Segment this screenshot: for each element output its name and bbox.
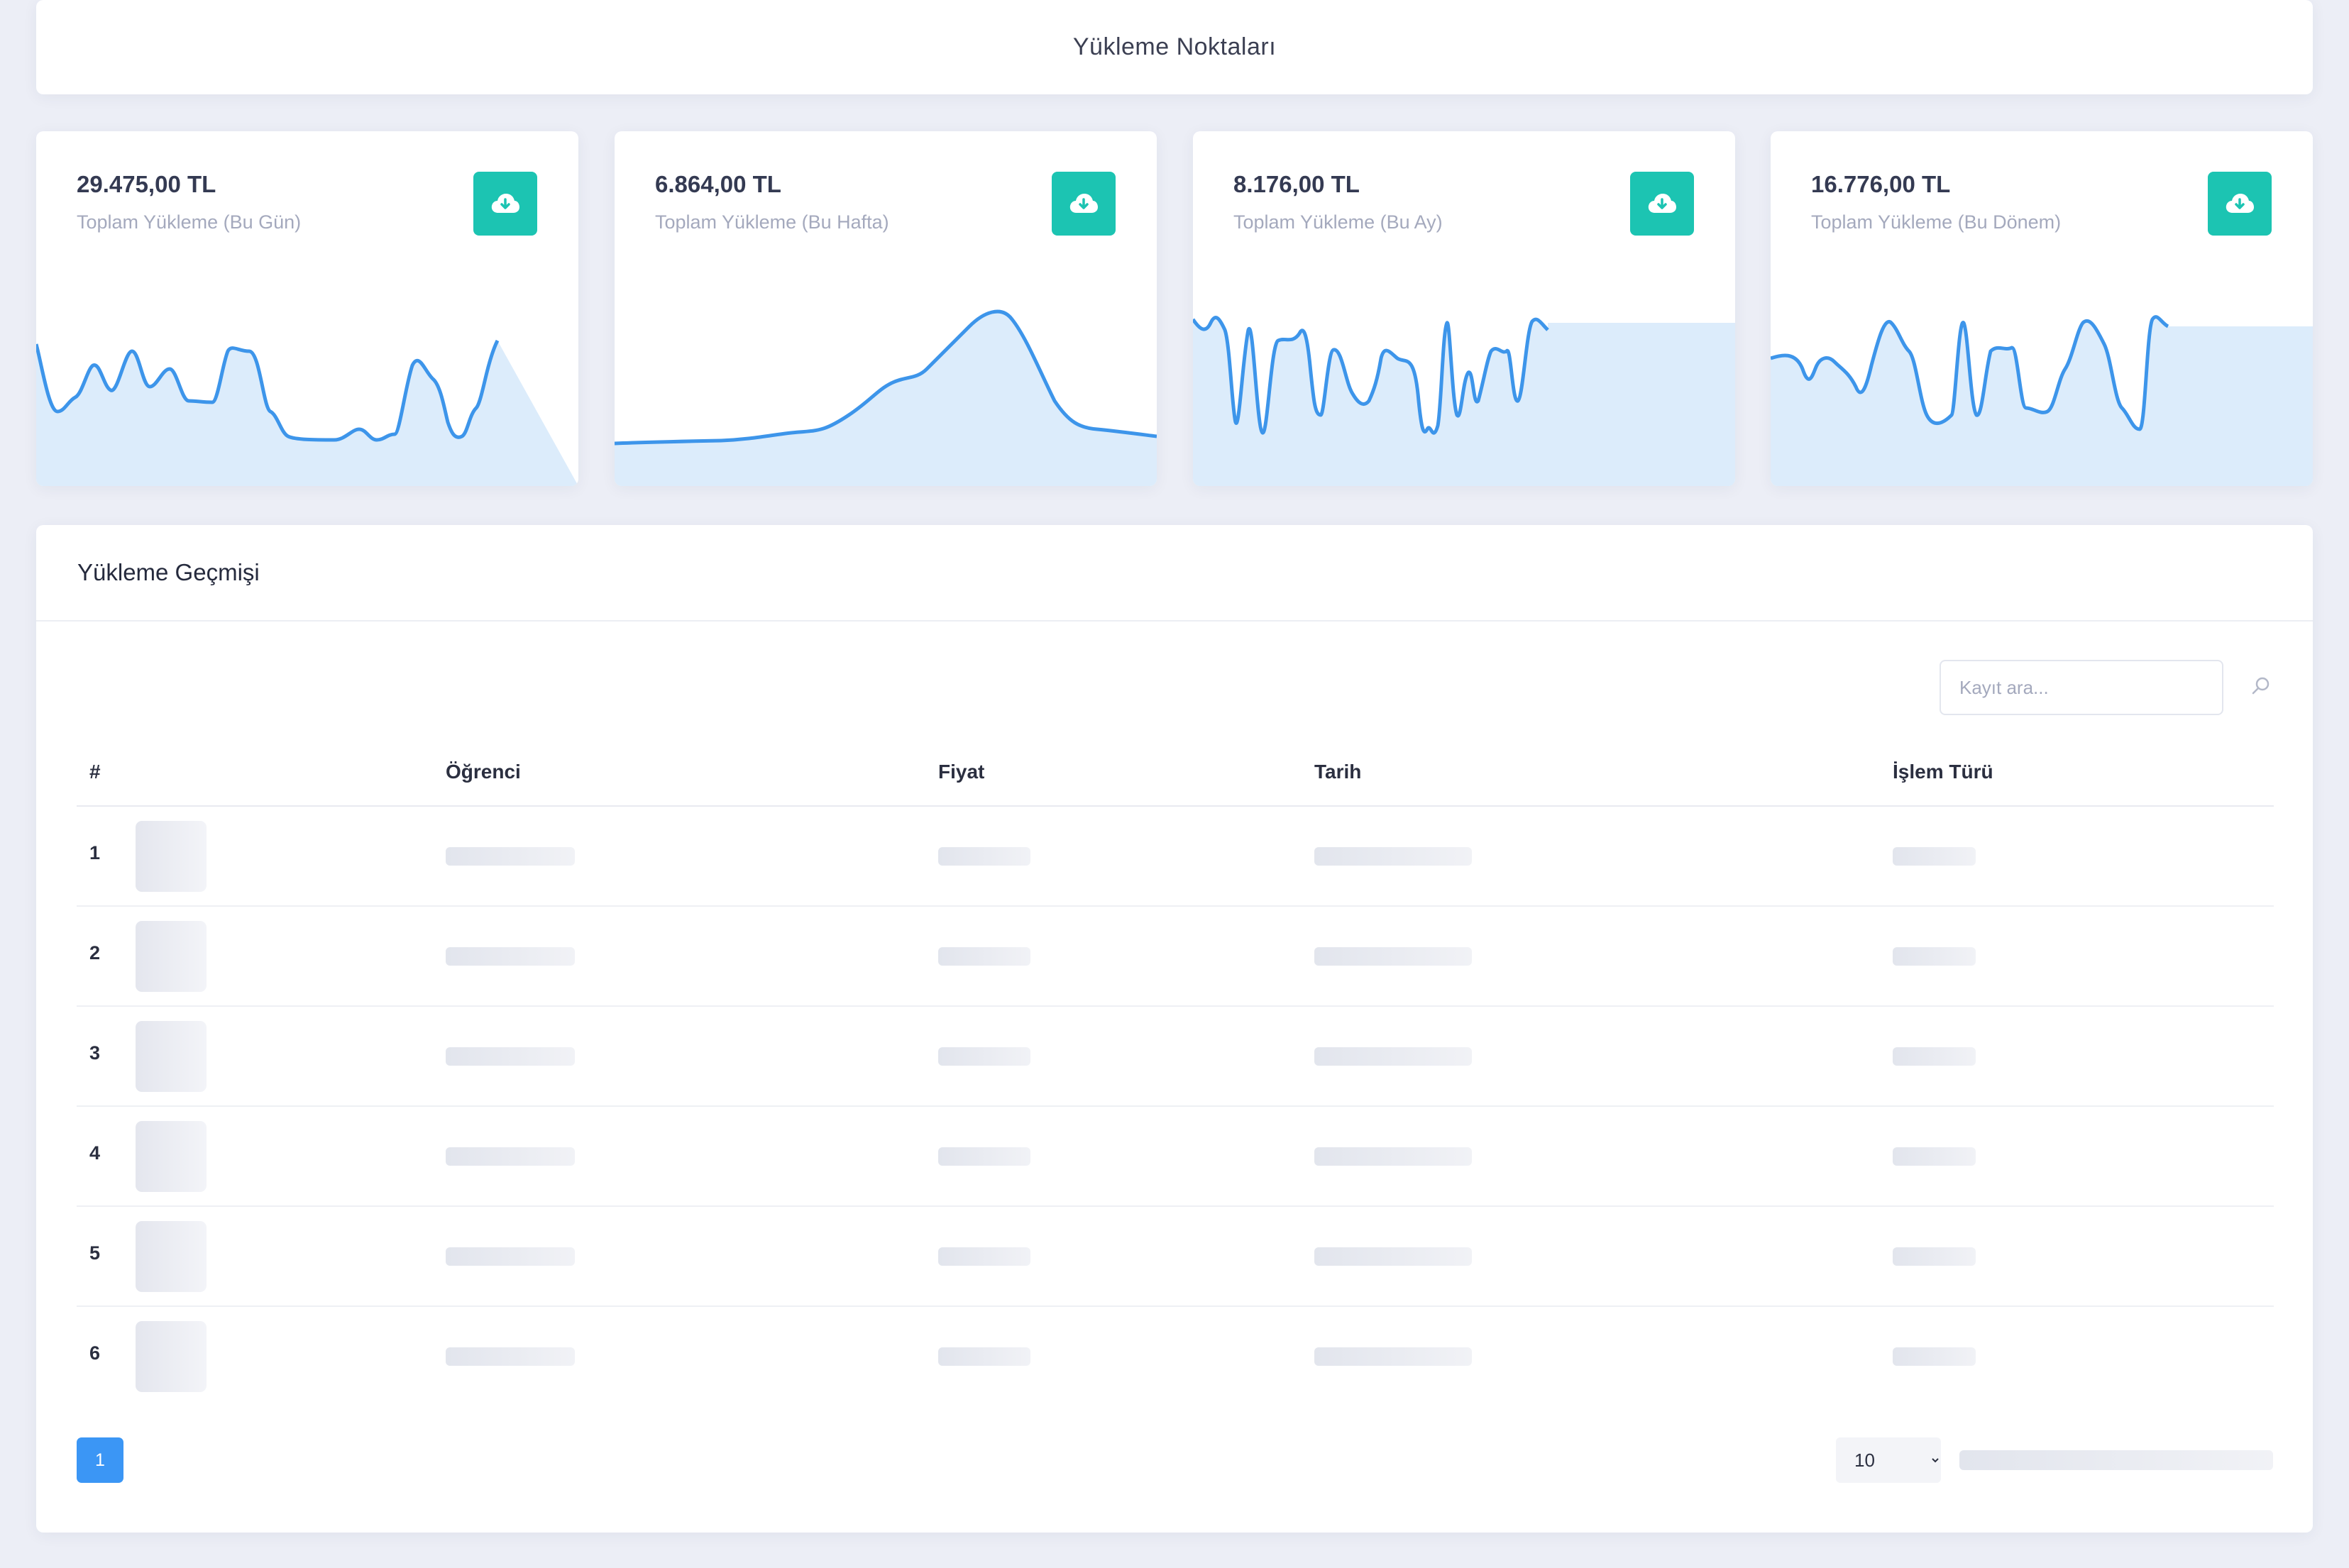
stat-value: 8.176,00 TL <box>1233 171 1360 197</box>
page-header: Yükleme Noktaları <box>36 0 2313 94</box>
stat-value: 29.475,00 TL <box>77 171 216 197</box>
student-skeleton <box>446 846 575 866</box>
stat-card-term: 16.776,00 TL Toplam Yükleme (Bu Dönem) <box>1771 131 2313 486</box>
page-title: Yükleme Noktaları <box>1072 33 1277 60</box>
price-skeleton <box>938 1047 1030 1066</box>
column-header-index[interactable]: # <box>77 738 446 807</box>
avatar-placeholder <box>136 1321 207 1392</box>
stat-card-today: 29.475,00 TL Toplam Yükleme (Bu Gün) <box>36 131 578 486</box>
history-card-header: Yükleme Geçmişi <box>36 525 2313 622</box>
table-row[interactable]: 3 <box>77 1006 2274 1107</box>
sparkline-chart <box>36 339 578 486</box>
date-skeleton <box>1314 846 1472 866</box>
student-skeleton <box>446 1147 575 1166</box>
stat-label: Toplam Yükleme (Bu Dönem) <box>1811 211 2062 233</box>
student-skeleton <box>446 1347 575 1366</box>
column-header-price[interactable]: Fiyat <box>938 738 1314 807</box>
row-number: 4 <box>89 1142 101 1164</box>
pagination-info-skeleton <box>1959 1450 2273 1470</box>
search-bar <box>1940 660 2272 715</box>
sparkline-chart <box>1771 315 2313 486</box>
stat-card-month: 8.176,00 TL Toplam Yükleme (Bu Ay) <box>1193 131 1735 486</box>
row-number: 1 <box>89 841 101 863</box>
page-size-select[interactable]: 10 <box>1836 1437 1941 1483</box>
stat-label: Toplam Yükleme (Bu Ay) <box>1233 211 1443 233</box>
student-skeleton <box>446 1047 575 1066</box>
price-skeleton <box>938 1347 1030 1366</box>
type-skeleton <box>1893 846 1976 866</box>
table-header-row: # Öğrenci Fiyat Tarih İşlem Türü <box>77 738 2274 807</box>
type-skeleton <box>1893 1347 1976 1366</box>
date-skeleton <box>1314 1247 1472 1266</box>
table-row[interactable]: 6 <box>77 1306 2274 1406</box>
cloud-download-icon[interactable] <box>2208 172 2272 236</box>
column-header-transaction-type[interactable]: İşlem Türü <box>1893 738 2274 807</box>
search-icon[interactable] <box>2250 675 2272 700</box>
avatar-placeholder <box>136 820 207 892</box>
table-row[interactable]: 4 <box>77 1106 2274 1207</box>
cloud-download-icon[interactable] <box>1052 172 1116 236</box>
price-skeleton <box>938 1147 1030 1166</box>
price-skeleton <box>938 1247 1030 1266</box>
row-number: 3 <box>89 1042 101 1064</box>
pagination-page-button[interactable]: 1 <box>77 1437 123 1483</box>
column-header-student[interactable]: Öğrenci <box>446 738 938 807</box>
cloud-download-icon[interactable] <box>473 172 537 236</box>
date-skeleton <box>1314 1347 1472 1366</box>
stat-label: Toplam Yükleme (Bu Gün) <box>77 211 302 233</box>
date-skeleton <box>1314 946 1472 966</box>
sparkline-chart <box>615 309 1157 486</box>
date-skeleton <box>1314 1047 1472 1066</box>
table-row[interactable]: 2 <box>77 906 2274 1007</box>
history-table: # Öğrenci Fiyat Tarih İşlem Türü 1 2 <box>77 738 2274 1406</box>
table-row[interactable]: 5 <box>77 1206 2274 1307</box>
date-skeleton <box>1314 1147 1472 1166</box>
type-skeleton <box>1893 946 1976 966</box>
table-row[interactable]: 1 <box>77 806 2274 907</box>
row-number: 5 <box>89 1242 101 1264</box>
price-skeleton <box>938 846 1030 866</box>
student-skeleton <box>446 946 575 966</box>
stat-card-week: 6.864,00 TL Toplam Yükleme (Bu Hafta) <box>615 131 1157 486</box>
search-input[interactable] <box>1940 660 2223 715</box>
avatar-placeholder <box>136 1220 207 1292</box>
avatar-placeholder <box>136 920 207 992</box>
avatar-placeholder <box>136 1020 207 1092</box>
stat-value: 6.864,00 TL <box>655 171 781 197</box>
row-number: 2 <box>89 942 101 964</box>
type-skeleton <box>1893 1247 1976 1266</box>
student-skeleton <box>446 1247 575 1266</box>
type-skeleton <box>1893 1047 1976 1066</box>
stat-value: 16.776,00 TL <box>1811 171 1951 197</box>
history-title: Yükleme Geçmişi <box>77 559 260 585</box>
type-skeleton <box>1893 1147 1976 1166</box>
stat-label: Toplam Yükleme (Bu Hafta) <box>655 211 889 233</box>
avatar-placeholder <box>136 1120 207 1192</box>
row-number: 6 <box>89 1342 101 1364</box>
price-skeleton <box>938 946 1030 966</box>
cloud-download-icon[interactable] <box>1630 172 1694 236</box>
column-header-date[interactable]: Tarih <box>1314 738 1893 807</box>
history-card: Yükleme Geçmişi # Öğrenci Fiyat Tarih İş… <box>36 525 2313 1533</box>
sparkline-chart <box>1193 316 1735 486</box>
